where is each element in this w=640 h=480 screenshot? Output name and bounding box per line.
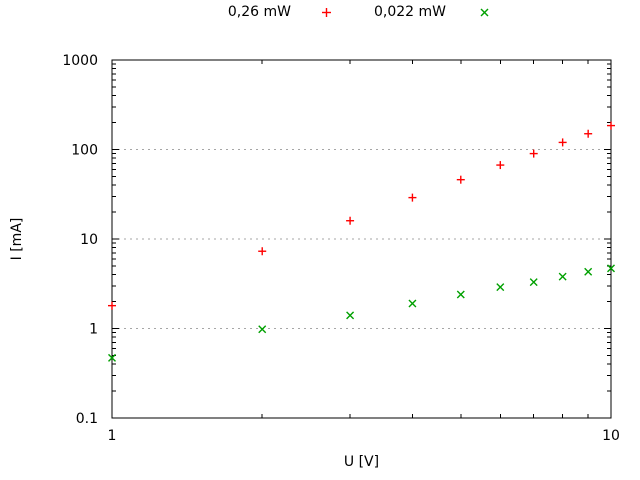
data-point-cross [529,278,538,287]
y-axis-title: I [mA] [9,217,25,261]
data-point-cross [456,290,465,299]
legend-label-series-1: 0,26 mW [227,4,291,20]
x-axis-title: U [V] [343,454,380,470]
x-tick-label: 1 [108,428,117,444]
data-point-cross [607,264,615,273]
legend-label-series-2: 0,022 mW [373,4,446,20]
y-tick-label: 1 [89,322,98,338]
y-tick-label: 100 [71,143,98,159]
y-tick-label: 0.1 [76,411,98,427]
plus-marker-icon [322,8,331,17]
cross-marker-icon [480,8,489,17]
data-point-cross [558,272,567,281]
x-tick-label: 10 [602,428,620,444]
cross-icon [480,8,489,17]
data-point-cross [496,283,505,292]
y-tick-label: 1000 [62,53,98,69]
y-tick-label: 10 [80,232,98,248]
data-point-cross [584,267,593,276]
data-point-cross [258,325,267,334]
data-point-cross [108,353,116,362]
plot-border [111,59,612,419]
data-point-cross [408,299,417,308]
data-point-cross [346,311,355,320]
